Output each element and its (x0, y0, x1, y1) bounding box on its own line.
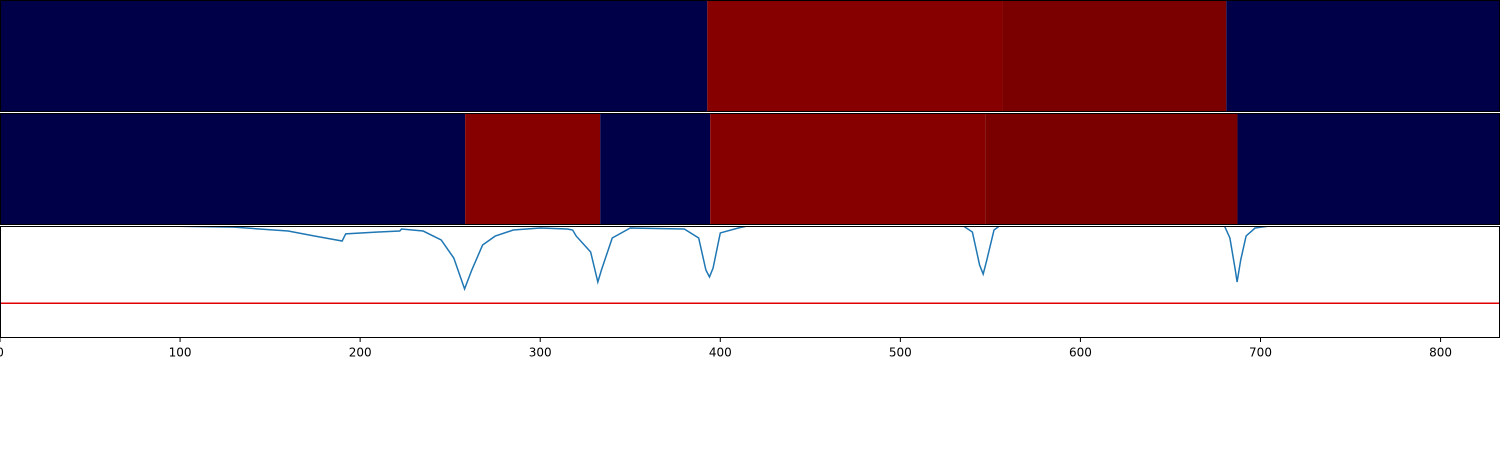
strip-segment (710, 113, 986, 225)
strip-segment (1002, 0, 1227, 112)
panel-frame (0, 226, 1500, 338)
strip-segment (465, 113, 601, 225)
x-tick-label: 200 (349, 346, 372, 360)
strip-segment (1226, 0, 1500, 112)
signal-line (162, 226, 1495, 292)
strip-segment (0, 0, 708, 112)
x-tick-label: 600 (1069, 346, 1092, 360)
x-tick-label: 100 (169, 346, 192, 360)
strip-segment (0, 113, 466, 225)
strip-segment (600, 113, 711, 225)
strip-segment (1237, 113, 1500, 225)
strip-segment (707, 0, 1003, 112)
x-tick-label: 700 (1249, 346, 1272, 360)
x-tick-label: 500 (889, 346, 912, 360)
x-tick-label: 0 (0, 346, 4, 360)
x-tick-label: 800 (1429, 346, 1452, 360)
x-tick-label: 300 (529, 346, 552, 360)
strip-segment (985, 113, 1238, 225)
x-tick-label: 400 (709, 346, 732, 360)
